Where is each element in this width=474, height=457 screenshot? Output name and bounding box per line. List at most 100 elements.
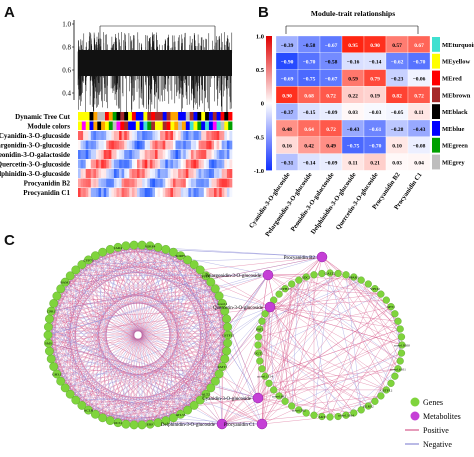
trait-heat-cell — [180, 178, 184, 188]
trait-heat-cell — [131, 159, 135, 169]
trait-heat-cell — [216, 188, 220, 197]
network-edge — [48, 245, 151, 327]
trait-heat-cell — [111, 188, 115, 197]
network-edge — [48, 343, 83, 406]
trait-heat-cell — [121, 150, 125, 159]
module-color-segment — [174, 112, 179, 121]
trait-heat-cell — [229, 178, 233, 188]
trait-heat-cell — [221, 178, 225, 188]
gene-node — [121, 241, 131, 251]
network-edge — [117, 295, 220, 423]
gene-node — [275, 290, 283, 298]
network-edge — [180, 255, 225, 312]
gene-node — [391, 372, 399, 380]
network-edge — [81, 264, 211, 283]
heatmap-value-label: 0.42 — [304, 144, 314, 150]
trait-heat-cell — [219, 159, 223, 169]
trait-heat-cell — [190, 188, 194, 197]
trait-heat-cell — [229, 131, 233, 140]
gene-node — [214, 369, 224, 379]
gene-label: ACLB — [84, 409, 94, 413]
metabolite-edge — [261, 306, 270, 425]
trait-heat-cell — [126, 178, 130, 188]
module-row-label: MEred — [442, 76, 462, 83]
network-edge — [368, 353, 402, 407]
network-edge — [291, 395, 381, 407]
legend-genes-dot — [410, 397, 420, 407]
gene-node — [98, 413, 108, 423]
trait-heat-cell — [103, 178, 107, 188]
trait-heat-cell — [121, 140, 125, 150]
trait-heat-cell — [111, 150, 115, 159]
module-color-segment — [193, 121, 198, 130]
metabolite-edge — [47, 334, 259, 399]
module-row-label: MEyellow — [442, 59, 470, 66]
trait-heat-cell — [198, 140, 202, 150]
trait-heat-cell — [106, 150, 110, 159]
trait-heat-cell — [180, 140, 184, 150]
trait-heat-cell — [208, 131, 212, 140]
network-edge — [258, 352, 387, 391]
trait-heat-cell — [78, 169, 81, 178]
gene-label: PTPA — [202, 274, 211, 278]
trait-heat-cell — [103, 131, 107, 140]
network-edge — [374, 336, 402, 402]
network-edge — [150, 245, 229, 336]
heatmap-value-label: 0.11 — [348, 161, 358, 167]
trait-heat-cell — [214, 178, 217, 188]
trait-heat-cell — [178, 159, 181, 169]
network-edge — [65, 259, 89, 388]
network-edge — [95, 255, 119, 423]
trait-heat-cell — [208, 188, 212, 197]
trait-heat-cell — [111, 140, 115, 150]
trait-heat-cell — [137, 159, 140, 169]
gene-label: ERF — [147, 423, 153, 427]
gene-node — [168, 413, 178, 423]
trait-heat-cell — [98, 169, 102, 178]
network-edge — [165, 318, 227, 421]
trait-heat-cell — [85, 150, 89, 159]
module-color-segment — [112, 121, 117, 130]
gene-node — [288, 280, 296, 288]
module-color-segment — [158, 121, 164, 130]
gene-node — [52, 291, 62, 301]
gene-node — [121, 419, 131, 429]
gene-node — [387, 303, 395, 311]
module-color-segment — [212, 112, 217, 121]
trait-heat-cell — [131, 150, 135, 159]
module-color-segment — [108, 112, 113, 121]
trait-heat-cell — [137, 178, 140, 188]
trait-heat-cell — [188, 188, 192, 197]
trait-heat-cell — [124, 150, 128, 159]
network-edge — [117, 247, 188, 261]
network-edge — [53, 295, 58, 367]
trait-heat-cell — [113, 188, 117, 197]
trait-heat-cell — [224, 178, 228, 188]
gene-node — [168, 247, 178, 257]
metabolite-label: Cyanidin-3-O-glucoside — [202, 397, 251, 402]
trait-heat-cell — [219, 150, 223, 159]
heatmap-value-label: −0.58 — [303, 43, 316, 49]
trait-heat-cell — [167, 188, 171, 197]
network-edge — [49, 259, 89, 319]
network-edge — [51, 358, 96, 415]
gene-node — [394, 365, 402, 373]
trait-heat-cell — [98, 150, 102, 159]
metabolite-edge — [194, 405, 223, 425]
trait-heat-cell — [214, 188, 217, 197]
colorbar-tick-label: 1.0 — [256, 34, 264, 41]
trait-heat-cell — [149, 131, 153, 140]
trait-heat-cell — [219, 140, 223, 150]
gene-node — [71, 395, 81, 405]
trait-heat-cell — [193, 140, 197, 150]
network-edge — [273, 299, 392, 384]
module-color-segment — [224, 112, 229, 121]
metabolite-edge — [51, 256, 323, 312]
module-color-segment — [97, 112, 102, 121]
trait-row-label: Pelargonidin-3-O-glucoside — [0, 142, 70, 150]
network-edge — [47, 275, 206, 336]
trait-heat-cell — [121, 169, 125, 178]
trait-heat-cell — [170, 150, 174, 159]
gene-node — [223, 322, 233, 332]
network-edge — [56, 295, 225, 312]
